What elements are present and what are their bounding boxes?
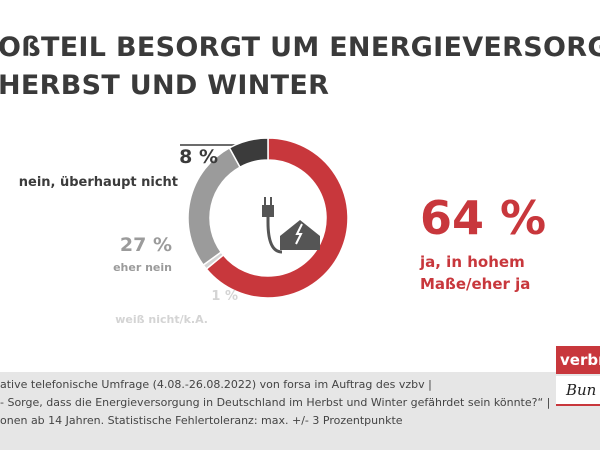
donut-slice bbox=[205, 137, 349, 299]
category-label: nein, überhaupt nicht bbox=[18, 175, 178, 190]
title-line: OßTEIL BESORGT UM ENERGIEVERSORGUNG bbox=[0, 32, 600, 63]
footer-band bbox=[0, 372, 600, 450]
logo-top: verbra bbox=[556, 346, 600, 374]
footnote: - Sorge, dass die Energieversorgung in D… bbox=[0, 396, 551, 409]
category-label: weiß nicht/k.A. bbox=[115, 313, 208, 326]
value-label: 8 % bbox=[179, 146, 218, 168]
category-label: ja, in hohem Maße/eher ja bbox=[420, 253, 531, 293]
footnote: ative telefonische Umfrage (4.08.-26.08.… bbox=[0, 378, 432, 391]
category-label: eher nein bbox=[113, 261, 172, 274]
logo-bottom: Bun bbox=[556, 376, 600, 406]
donut-slice bbox=[228, 137, 269, 169]
value-label: 1 % bbox=[211, 289, 238, 304]
title-line: HERBST UND WINTER bbox=[0, 70, 330, 101]
value-label: 64 % bbox=[420, 191, 547, 245]
footnote: onen ab 14 Jahren. Statistische Fehlerto… bbox=[0, 414, 403, 427]
value-label: 27 % bbox=[119, 234, 172, 256]
energy-icon bbox=[262, 197, 320, 254]
donut-chart bbox=[180, 137, 349, 299]
